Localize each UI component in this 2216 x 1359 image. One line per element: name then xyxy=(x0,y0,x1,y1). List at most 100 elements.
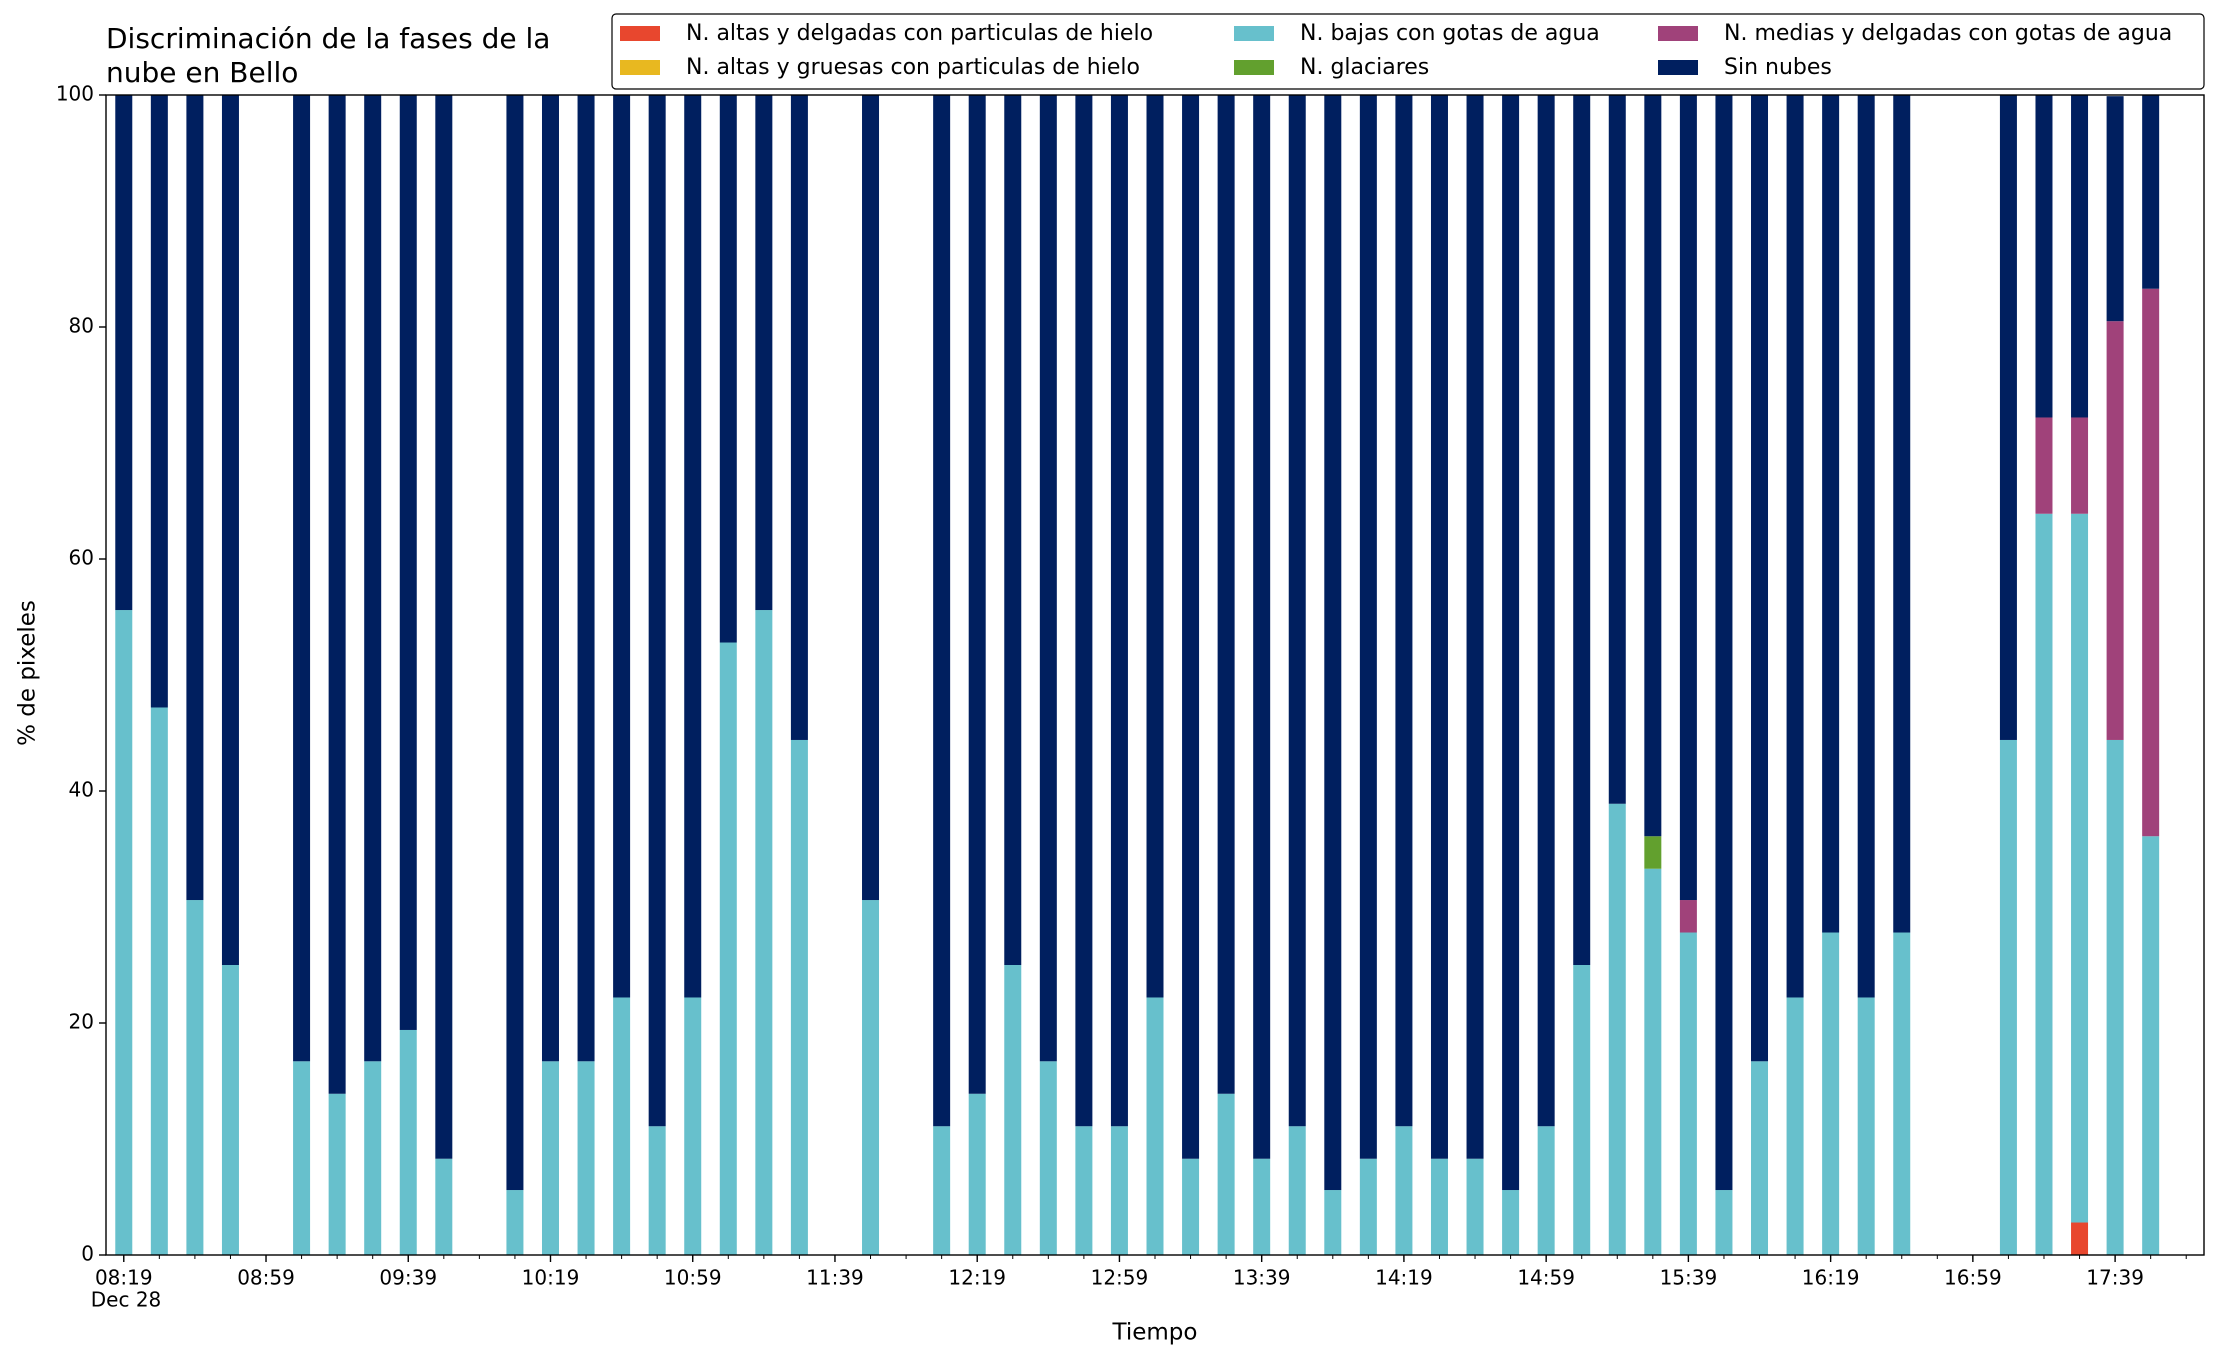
x-tick-label: 16:19 xyxy=(1802,1266,1860,1290)
bar-segment xyxy=(2142,288,2160,837)
bar-segment xyxy=(1395,95,1413,1127)
y-tick-label: 60 xyxy=(69,546,94,570)
bar-segment xyxy=(613,95,631,998)
bar-segment xyxy=(1395,1126,1413,1255)
bar-segment xyxy=(1786,997,1804,1255)
bar-segment xyxy=(541,95,559,1062)
bar-segment xyxy=(790,739,808,1255)
legend-label: N. altas y delgadas con particulas de hi… xyxy=(686,21,1153,46)
bar-segment xyxy=(364,95,382,1062)
bar-segment xyxy=(1288,95,1306,1127)
x-tick-label: 15:39 xyxy=(1660,1266,1718,1290)
bar-segment xyxy=(1857,95,1875,998)
bar-segment xyxy=(221,965,239,1255)
y-tick-label: 0 xyxy=(81,1242,94,1266)
legend-label: N. medias y delgadas con gotas de agua xyxy=(1724,21,2172,46)
legend-label: N. glaciares xyxy=(1300,55,1429,80)
bar-segment xyxy=(1608,803,1626,1255)
bar-segment xyxy=(968,1093,986,1255)
y-tick-label: 100 xyxy=(56,82,94,106)
bar-segment xyxy=(1857,997,1875,1255)
legend-swatch xyxy=(1234,60,1274,75)
bar-segment xyxy=(1893,932,1911,1255)
bar-segment xyxy=(1573,95,1591,965)
chart-title: Discriminación de la fases de la nube en … xyxy=(106,22,550,89)
bar-segment xyxy=(2106,321,2124,740)
bar-segment xyxy=(1537,1126,1555,1255)
bar-segment xyxy=(2142,836,2160,1255)
x-tick-label: 14:19 xyxy=(1375,1266,1433,1290)
x-tick-label: 13:39 xyxy=(1233,1266,1291,1290)
bar-segment xyxy=(293,95,311,1062)
bar-segment xyxy=(506,95,524,1191)
bar-segment xyxy=(1217,1093,1235,1255)
bar-segment xyxy=(435,95,453,1159)
y-axis-label: % de pixeles xyxy=(15,600,41,746)
bar-segment xyxy=(2071,95,2089,418)
bar-segment xyxy=(293,1061,311,1255)
bar-segment xyxy=(719,642,737,1255)
bar-segment xyxy=(1004,95,1022,965)
bar-segment xyxy=(1466,95,1484,1159)
bar-segment xyxy=(1430,95,1448,1159)
bar-segment xyxy=(541,1061,559,1255)
x-tick-label: 16:59 xyxy=(1944,1266,2002,1290)
bar-segment xyxy=(2035,417,2053,514)
bar-segment xyxy=(2071,417,2089,514)
title-line: Discriminación de la fases de la xyxy=(106,22,550,55)
bar-segment xyxy=(1751,1061,1769,1255)
bar-segment xyxy=(648,1126,666,1255)
bar-segment xyxy=(186,95,204,901)
x-tick-label: 14:59 xyxy=(1517,1266,1575,1290)
x-tick-label: 10:59 xyxy=(664,1266,722,1290)
bar-segment xyxy=(1324,1190,1342,1255)
bar-segment xyxy=(1715,1190,1733,1255)
bar-segment xyxy=(1715,95,1733,1191)
bar-segment xyxy=(2035,95,2053,418)
bar-segment xyxy=(1182,1158,1200,1255)
bar-segment xyxy=(1146,997,1164,1255)
bar-segment xyxy=(328,95,346,1094)
bar-segment xyxy=(1679,95,1697,901)
legend-label: N. bajas con gotas de agua xyxy=(1300,21,1600,46)
title-line: nube en Bello xyxy=(106,56,298,89)
legend-box xyxy=(611,13,2205,90)
bar-segment xyxy=(1822,95,1840,933)
bar-segment xyxy=(150,95,168,708)
bar-segment xyxy=(968,95,986,1094)
bar-segment xyxy=(1075,1126,1093,1255)
bar-segment xyxy=(790,95,808,740)
bar-segment xyxy=(2142,95,2160,289)
bar-segment xyxy=(1253,1158,1271,1255)
x-tick-label: 09:39 xyxy=(379,1266,437,1290)
bar-segment xyxy=(1502,1190,1520,1255)
bar-segment xyxy=(719,95,737,643)
bar-segment xyxy=(1999,739,2017,1255)
bar-segment xyxy=(1466,1158,1484,1255)
legend-label: N. altas y gruesas con particulas de hie… xyxy=(686,55,1140,80)
bar-segment xyxy=(755,95,773,611)
bar-segment xyxy=(2035,513,2053,1255)
bar-segment xyxy=(684,95,702,998)
legend-swatch xyxy=(1234,26,1274,41)
x-tick-label: 17:39 xyxy=(2086,1266,2144,1290)
bar-segment xyxy=(2071,1222,2089,1255)
bar-segment xyxy=(1253,95,1271,1159)
bar-segment xyxy=(2106,96,2124,322)
bar-segment xyxy=(933,1126,951,1255)
bar-segment xyxy=(1359,95,1377,1159)
bar-segment xyxy=(1608,95,1626,804)
bar-segment xyxy=(648,95,666,1127)
legend-swatch xyxy=(620,60,660,75)
bar-segment xyxy=(1679,900,1697,933)
legend: N. altas y delgadas con particulas de hi… xyxy=(611,13,2205,90)
bar-segment xyxy=(755,610,773,1255)
bar-segment xyxy=(1644,95,1662,837)
bar-segment xyxy=(1324,95,1342,1191)
bar-segment xyxy=(1110,95,1128,1127)
bar-segment xyxy=(399,95,417,1030)
bar-segment xyxy=(577,95,595,1062)
legend-swatch xyxy=(620,26,660,41)
